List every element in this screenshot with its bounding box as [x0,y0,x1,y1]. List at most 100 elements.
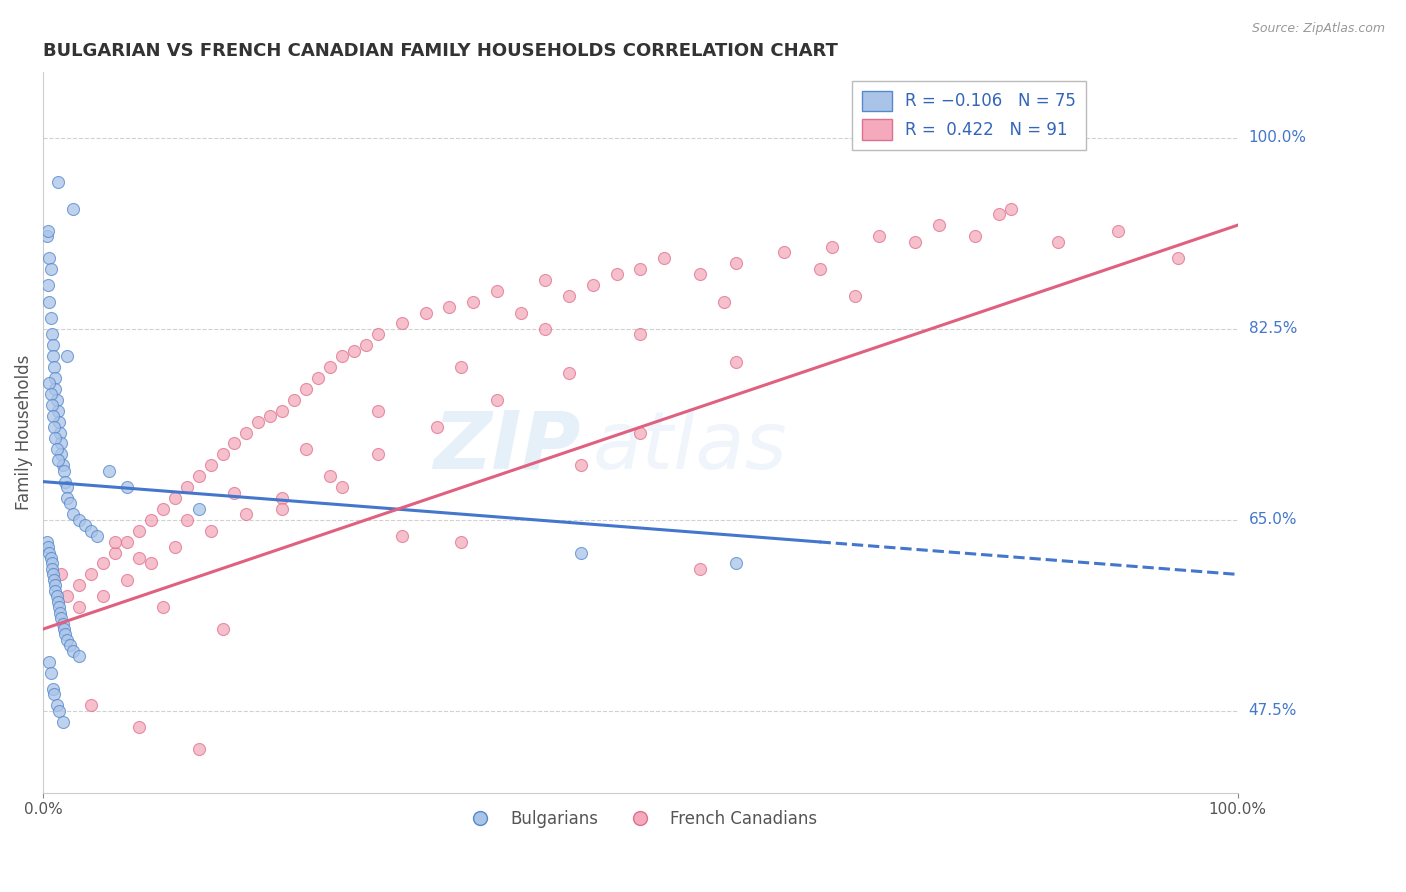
Point [35,534,58,549]
Point [41,327,63,342]
Point [904,235,927,249]
Point [41,557,63,571]
Point [44,688,66,702]
Point [46,595,69,609]
Text: Source: ZipAtlas.com: Source: ZipAtlas.com [1251,22,1385,36]
Point [259,409,281,424]
Point [367,327,389,342]
Point [689,562,711,576]
Point [91,589,114,603]
Point [46,175,69,189]
Point [139,513,162,527]
Point [211,447,233,461]
Point [44,371,66,385]
Point [62,202,84,216]
Y-axis label: Family Households: Family Households [15,355,32,510]
Point [283,392,305,407]
Point [56,589,79,603]
Point [48,415,70,429]
Text: 100.0%: 100.0% [1249,130,1306,145]
Point [56,480,79,494]
Point [80,524,103,538]
Point [44,382,66,396]
Point [128,524,150,538]
Point [689,268,711,282]
Point [654,251,676,265]
Point [53,475,76,489]
Point [44,578,66,592]
Point [152,600,174,615]
Point [450,534,472,549]
Point [38,545,60,559]
Point [928,218,950,232]
Point [415,305,437,319]
Point [200,524,222,538]
Point [59,638,82,652]
Point [330,480,353,494]
Point [558,366,581,380]
Point [534,273,557,287]
Point [963,229,986,244]
Point [104,545,127,559]
Point [128,720,150,734]
Point [163,540,186,554]
Point [295,442,318,456]
Point [44,583,66,598]
Point [39,261,62,276]
Point [56,349,79,363]
Point [187,742,209,756]
Point [115,573,138,587]
Point [1000,202,1022,216]
Point [67,649,90,664]
Point [51,714,73,729]
Point [59,496,82,510]
Point [39,551,62,566]
Point [39,310,62,325]
Point [41,562,63,576]
Text: 82.5%: 82.5% [1249,321,1296,336]
Point [67,513,90,527]
Point [42,338,65,352]
Point [200,458,222,473]
Point [46,452,69,467]
Point [51,611,73,625]
Point [343,343,366,358]
Point [510,305,533,319]
Point [187,502,209,516]
Point [486,392,509,407]
Point [582,278,605,293]
Point [39,387,62,401]
Point [868,229,890,244]
Point [391,317,413,331]
Point [271,502,294,516]
Point [49,425,72,440]
Point [295,382,318,396]
Point [163,491,186,505]
Point [52,622,75,636]
Point [187,469,209,483]
Point [115,480,138,494]
Point [630,425,652,440]
Point [46,403,69,417]
Point [330,349,353,363]
Point [62,508,84,522]
Point [45,589,67,603]
Point [713,294,735,309]
Point [606,268,628,282]
Point [271,491,294,505]
Point [44,431,66,445]
Point [98,464,121,478]
Point [439,300,461,314]
Point [45,392,67,407]
Point [319,469,342,483]
Point [534,322,557,336]
Point [38,376,60,391]
Point [1167,251,1189,265]
Point [38,251,60,265]
Point [115,534,138,549]
Point [630,261,652,276]
Point [37,278,59,293]
Point [319,360,342,375]
Point [844,289,866,303]
Point [39,665,62,680]
